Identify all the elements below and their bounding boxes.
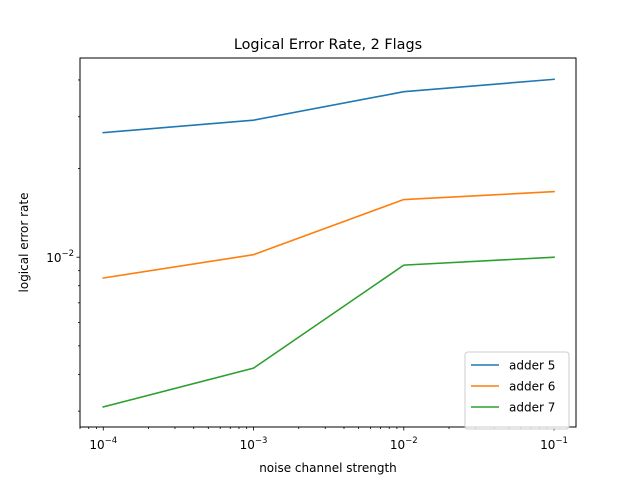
- y-tick-label: 10−2: [46, 249, 74, 265]
- x-tick-label: 10−3: [240, 436, 268, 452]
- axes-frame: [79, 57, 577, 428]
- y-axis-label: logical error rate: [17, 193, 31, 293]
- series-line-2: [102, 190, 555, 279]
- series-line-1: [102, 78, 555, 134]
- x-tick-label: 10−1: [540, 436, 568, 452]
- legend-label-2: adder 6: [509, 380, 555, 394]
- x-axis-label: noise channel strength: [259, 461, 397, 475]
- legend-label-1: adder 5: [509, 359, 555, 373]
- chart-title: Logical Error Rate, 2 Flags: [234, 37, 422, 53]
- legend: adder 5 adder 6 adder 7: [464, 351, 570, 430]
- legend-label-3: adder 7: [509, 401, 555, 415]
- plot-area: 10−4 10−3 10−2 10−1 10−2: [46, 78, 568, 452]
- x-tick-label: 10−4: [89, 436, 117, 452]
- series-line-3: [102, 256, 555, 408]
- legend-box: [464, 351, 570, 430]
- x-tick-label: 10−2: [390, 436, 418, 452]
